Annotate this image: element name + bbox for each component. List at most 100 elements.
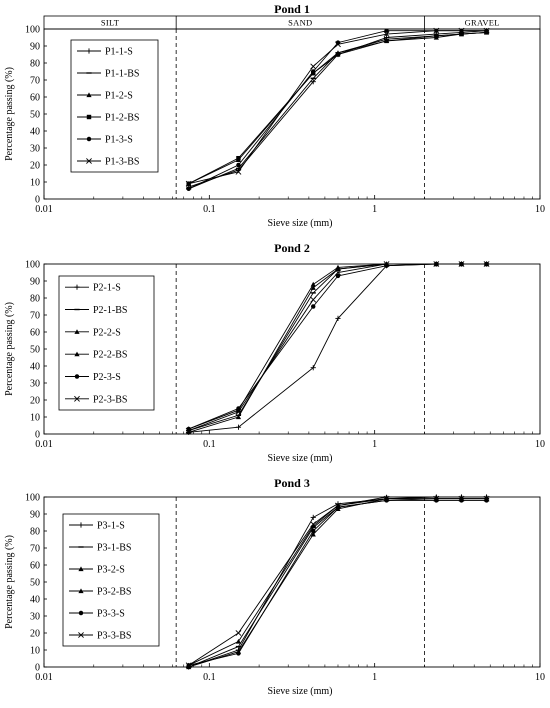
y-tick-label: 80: [30, 294, 40, 305]
series-line-P3-2-S: [188, 496, 487, 666]
data-point-P2-3-BS: [458, 261, 465, 267]
data-point-P3-3-BS: [185, 662, 192, 669]
legend-marker-P1-2-S: [86, 92, 92, 98]
data-point-P2-2-BS: [310, 285, 316, 290]
data-point-P1-3-S: [384, 28, 389, 33]
data-point-P2-3-BS: [235, 408, 242, 415]
legend: P2-1-S P2-1-BS P2-2-S P2-2-BS P2-3-S P2-3-BS: [58, 275, 155, 411]
series-P3-2-S: [186, 494, 490, 668]
series-P2-1-S: [186, 261, 490, 435]
legend-marker-P2-2-S: [74, 329, 80, 334]
legend-marker-P3-3-BS: [78, 632, 84, 638]
y-tick-label: 60: [30, 328, 40, 339]
legend-label-P3-3-BS: P3-3-BS: [97, 631, 131, 642]
series-line-P3-2-BS: [188, 498, 487, 668]
legend-marker-P2-3-S: [74, 374, 80, 379]
y-axis-label: Percentage passing (%): [4, 67, 15, 161]
y-tick-label: 90: [30, 42, 40, 53]
data-point-P3-3-BS: [433, 495, 440, 502]
legend-marker-P1-3-S: [86, 136, 92, 142]
legend-label-P1-2-S: P1-2-S: [105, 91, 133, 102]
y-tick-label: 20: [30, 629, 40, 640]
x-tick-label: 0.1: [203, 672, 216, 683]
series-P3-1-BS: [186, 498, 490, 668]
y-tick-label: 80: [30, 527, 40, 538]
series-line-P2-2-BS: [188, 263, 487, 433]
data-point-P1-3-BS: [458, 27, 465, 34]
data-point-P2-2-BS: [235, 414, 242, 420]
x-axis-label: Sieve size (mm): [268, 218, 333, 229]
chart-title: Pond 3: [274, 476, 310, 490]
data-point-P1-3-BS: [185, 180, 192, 187]
y-tick-label: 30: [30, 144, 40, 155]
x-axis-label: Sieve size (mm): [268, 453, 333, 464]
series-line-P3-3-S: [188, 499, 487, 666]
legend-marker-P3-2-BS: [78, 588, 84, 594]
series-P2-2-BS: [186, 261, 490, 435]
data-point-P1-2-BS: [236, 155, 241, 161]
x-tick-label: 0.1: [203, 204, 216, 215]
y-tick-label: 70: [30, 76, 40, 87]
data-point-P1-2-BS: [434, 33, 439, 39]
legend-box: [70, 39, 159, 173]
zone-label-sand: SAND: [288, 18, 312, 28]
y-tick-label: 20: [30, 396, 40, 407]
legend: P1-1-S P1-1-BS P1-2-S P1-2-BS P1-3-S P1-3-BS: [70, 39, 159, 173]
data-point-P1-3-BS: [433, 27, 440, 34]
data-point-P2-3-BS: [383, 261, 390, 267]
y-tick-label: 50: [30, 578, 40, 589]
x-tick-label: 10: [535, 672, 545, 683]
data-point-P2-2-BS: [335, 266, 341, 272]
data-point-P1-3-S: [186, 186, 191, 192]
data-point-P1-2-BS: [459, 31, 464, 37]
y-tick-label: 70: [30, 311, 40, 322]
y-tick-label: 40: [30, 595, 40, 606]
legend-label-P1-1-S: P1-1-S: [105, 47, 133, 58]
data-point-P2-3-BS: [310, 296, 317, 303]
x-tick-label: 10: [535, 439, 545, 450]
data-point-P1-3-BS: [383, 31, 390, 38]
series-P1-3-BS: [185, 27, 490, 187]
data-point-P2-3-BS: [483, 261, 490, 267]
series-P1-2-BS: [186, 30, 489, 186]
data-point-P1-3-S: [311, 69, 316, 74]
data-point-P1-3-BS: [235, 168, 242, 175]
legend-marker-P2-3-BS: [74, 395, 80, 402]
data-point-P1-3-BS: [335, 41, 341, 48]
series-P2-3-S: [186, 261, 489, 432]
y-tick-label: 100: [25, 25, 40, 36]
data-point-P3-2-BS: [310, 531, 316, 537]
legend-marker-P2-2-BS: [74, 351, 80, 357]
y-tick-label: 80: [30, 59, 40, 70]
legend: P3-1-S P3-1-BS P3-2-S P3-2-BS P3-3-S P3-3-BS: [62, 513, 160, 647]
series-line-P3-1-BS: [188, 498, 487, 668]
chart-panel-2: Pond 2 0 10 20 30 40 50 60 70 80 90 100 0.01 0.1 1 10 Si…: [4, 241, 545, 464]
data-point-P2-2-BS: [186, 429, 192, 435]
y-tick-label: 100: [25, 493, 40, 504]
y-axis-label: Percentage passing (%): [4, 535, 15, 629]
y-tick-label: 60: [30, 93, 40, 104]
legend-label-P1-3-S: P1-3-S: [105, 135, 133, 146]
x-axis-label: Sieve size (mm): [268, 686, 333, 697]
data-point-P3-3-BS: [235, 630, 242, 636]
y-tick-label: 40: [30, 362, 40, 373]
series-P3-3-S: [186, 498, 489, 668]
data-point-P3-3-S: [236, 651, 241, 656]
data-point-P3-2-S: [235, 638, 242, 644]
data-point-P1-2-BS: [384, 38, 389, 44]
data-point-P1-3-BS: [310, 63, 317, 70]
legend-marker-P3-2-S: [78, 566, 84, 572]
legend-label-P3-1-S: P3-1-S: [97, 521, 125, 532]
data-point-P2-2-S: [310, 281, 316, 287]
x-tick-label: 1: [372, 439, 377, 450]
series-P2-2-S: [186, 261, 490, 431]
y-tick-label: 70: [30, 544, 40, 555]
y-tick-label: 90: [30, 510, 40, 521]
y-tick-label: 30: [30, 612, 40, 623]
y-tick-label: 40: [30, 127, 40, 138]
legend-label-P2-3-BS: P2-3-BS: [93, 394, 127, 405]
legend-label-P2-1-BS: P2-1-BS: [93, 305, 127, 316]
data-point-P3-3-S: [311, 528, 316, 534]
series-line-P3-1-S: [188, 496, 487, 668]
